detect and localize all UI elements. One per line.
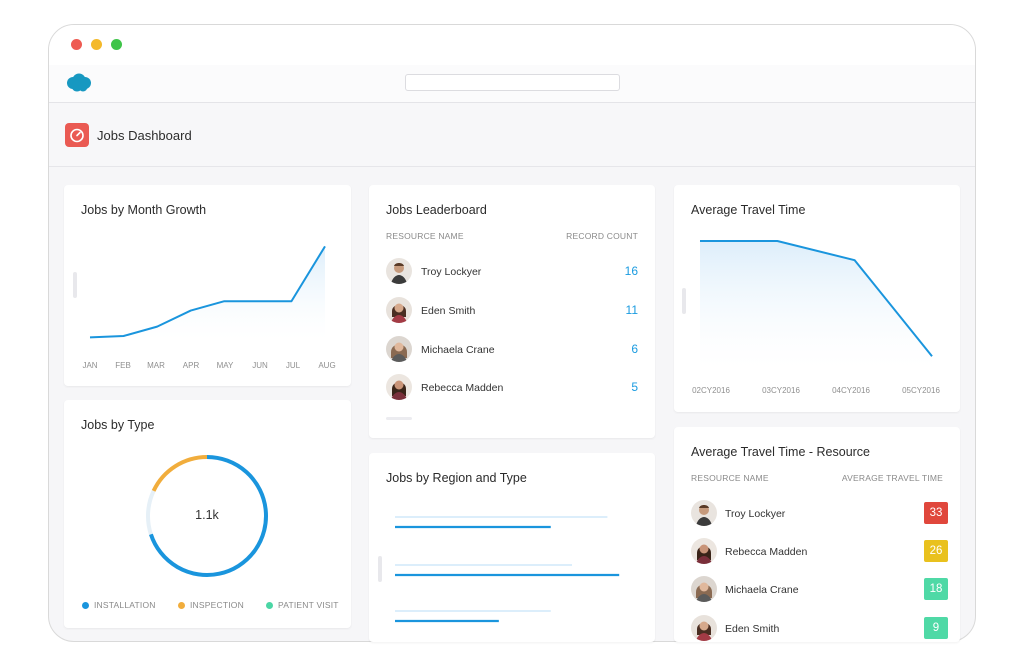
app-header [49,65,975,103]
average-travel-time-resource-card: Average Travel Time - Resource RESOURCE … [674,427,960,642]
page-title: Jobs Dashboard [97,128,192,143]
x-tick-label: MAR [147,361,165,370]
card-title: Average Travel Time - Resource [691,445,871,459]
donut-slice-installation [148,455,268,577]
page-header: Jobs Dashboard [49,103,975,167]
resource-name: Troy Lockyer [725,508,786,520]
close-window-button[interactable] [71,39,82,50]
legend-item-patient-visit: PATIENT VISIT [266,600,339,610]
card-title: Jobs by Type [81,418,155,432]
resource-name: Troy Lockyer [421,266,482,278]
record-count: 16 [624,264,638,278]
legend-dot-icon [266,602,273,609]
average-travel-time-card: Average Travel Time 02CY2016 03CY2016 04CY… [674,185,960,412]
resource-name: Eden Smith [421,305,476,317]
x-tick-label: JUN [252,361,268,370]
jobs-by-type-donut-chart [146,455,268,577]
chart-scroll-handle[interactable] [682,288,686,314]
x-tick-label: FEB [115,361,131,370]
average-travel-time-chart: 02CY2016 03CY2016 04CY2016 05CY2016 [692,240,940,395]
series-line [700,240,933,357]
area-fill [700,241,932,369]
jobs-by-month-card: Jobs by Month Growth JAN FEB MAR APR MAY JUN J… [64,185,351,386]
jobs-by-month-chart: JAN FEB MAR APR MAY JUN JUL AUG [82,245,336,370]
donut-slice-inspection [151,455,208,492]
x-tick-label: 04CY2016 [832,386,870,395]
card-title: Jobs by Region and Type [386,471,527,485]
jobs-by-region-chart [395,516,620,623]
x-tick-label: 05CY2016 [902,386,940,395]
travel-time-badge: 18 [924,578,948,600]
card-title: Jobs by Month Growth [81,203,207,217]
card-title: Average Travel Time [691,203,806,217]
travel-time-badge: 9 [924,617,948,639]
record-count: 6 [631,342,638,356]
jobs-by-type-card: Jobs by Type 1.1k [64,400,351,628]
jobs-by-region-card: Jobs by Region and Type [369,453,655,642]
donut-slice-patient-visit [146,490,156,535]
series-line [89,245,326,339]
resource-name: Rebecca Madden [421,382,504,394]
minimize-window-button[interactable] [91,39,102,50]
maximize-window-button[interactable] [111,39,122,50]
salesforce-cloud-logo[interactable] [65,72,93,94]
jobs-leaderboard-card: Jobs Leaderboard RESOURCE NAME RECORD CO… [369,185,655,438]
chart-scroll-handle[interactable] [378,556,382,582]
card-title: Jobs Leaderboard [386,203,487,217]
avatar [386,297,412,323]
avatar [691,615,717,641]
area-fill [90,246,325,340]
x-tick-label: MAY [217,361,234,370]
avatar [691,500,717,526]
x-tick-label: AUG [318,361,335,370]
x-tick-label: JUL [286,361,301,370]
avatar [386,258,412,284]
speedometer-icon [65,123,89,147]
travel-time-badge: 33 [924,502,948,524]
travel-time-badge: 26 [924,540,948,562]
avatar [386,374,412,400]
resource-name: Rebecca Madden [725,546,808,558]
legend-item-installation: INSTALLATION [82,600,156,610]
donut-center-value: 1.1k [195,508,219,522]
legend-dot-icon [82,602,89,609]
x-tick-label: APR [183,361,200,370]
resource-name: Michaela Crane [421,344,495,356]
global-search-input[interactable] [405,74,620,91]
x-tick-label: JAN [82,361,97,370]
avatar [691,576,717,602]
avatar [386,336,412,362]
legend-item-inspection: INSPECTION [178,600,244,610]
resource-name: Michaela Crane [725,584,799,596]
avatar [691,538,717,564]
column-header-average-travel-time: AVERAGE TRAVEL TIME [841,473,943,483]
resource-name: Eden Smith [725,623,780,635]
horizontal-scroll-handle[interactable] [386,417,412,420]
record-count: 11 [625,303,638,317]
legend-dot-icon [178,602,185,609]
chart-scroll-handle[interactable] [73,272,77,298]
column-header-resource-name: RESOURCE NAME [386,231,464,241]
column-header-record-count: RECORD COUNT [566,231,638,241]
x-tick-label: 02CY2016 [692,386,730,395]
window-titlebar [49,25,975,65]
column-header-resource-name: RESOURCE NAME [691,473,769,483]
x-tick-label: 03CY2016 [762,386,800,395]
record-count: 5 [631,380,638,394]
